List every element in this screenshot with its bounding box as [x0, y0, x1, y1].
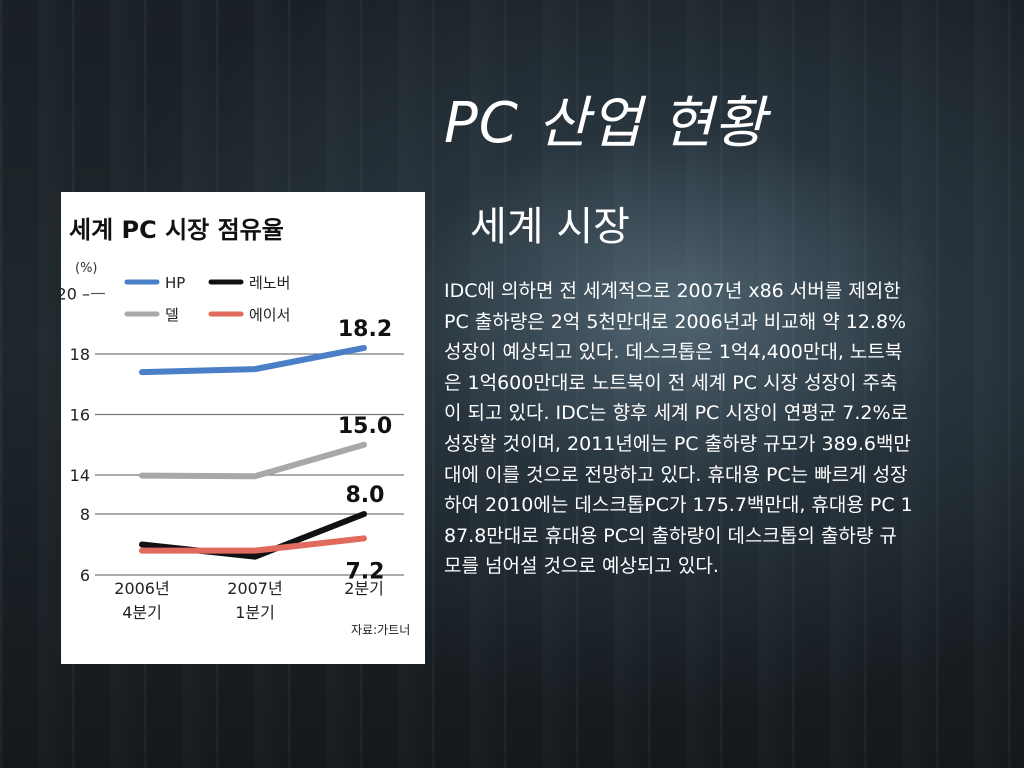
y-tick-label: 8 — [80, 505, 90, 524]
data-point — [254, 556, 256, 558]
slide-body-text: IDC에 의하면 전 세계적으로 2007년 x86 서버를 제외한 PC 출하… — [444, 280, 913, 578]
legend-label: HP — [165, 274, 185, 292]
slide-subtitle: 세계 시장 — [470, 204, 630, 250]
y-tick-label: 16 — [70, 406, 90, 425]
series-end-label: 18.2 — [338, 317, 392, 342]
market-share-chart: 세계 PC 시장 점유율 (%) 자료:가트너 20 – 18 16 14 8 6 HP 레… — [61, 192, 425, 664]
data-point — [363, 347, 365, 349]
chart-svg: 세계 PC 시장 점유율 (%) 자료:가트너 20 – 18 16 14 8 6 HP 레… — [61, 216, 410, 637]
data-point — [141, 550, 143, 552]
end-label-layer: 18.2 15.0 8.0 7.2 — [338, 317, 392, 584]
x-tick-label: 2007년 — [227, 579, 282, 598]
x-tick-label: 4분기 — [122, 603, 162, 622]
data-point — [141, 544, 143, 545]
y-tick-layer: 20 – 18 16 14 8 6 — [61, 285, 90, 586]
x-tick-label: 2006년 — [114, 579, 169, 598]
x-tick-label: 2분기 — [344, 579, 384, 598]
slide-title: PC 산업 현황 — [444, 91, 767, 156]
series-end-label: 7.2 — [346, 559, 385, 584]
chart-source-label: 자료:가트너 — [351, 623, 410, 637]
series-line-1 — [139, 441, 367, 480]
data-point — [254, 475, 256, 477]
data-point — [363, 537, 365, 539]
data-point — [363, 513, 365, 515]
series-end-label: 15.0 — [338, 414, 392, 439]
data-point — [254, 550, 256, 552]
chart-title: 세계 PC 시장 점유율 — [69, 216, 284, 244]
legend-label: 레노버 — [249, 274, 290, 292]
series-layer — [139, 344, 367, 560]
x-tick-layer: 2006년 4분기 2007년 1분기 2분기 — [114, 579, 384, 622]
x-tick-label: 1분기 — [235, 603, 275, 622]
chart-unit-label: (%) — [75, 261, 98, 276]
legend-label: 델 — [165, 306, 179, 324]
y-tick-label: 20 – — [61, 285, 90, 304]
y-tick-label: 14 — [70, 466, 90, 485]
series-end-label: 8.0 — [346, 483, 385, 508]
data-point — [141, 371, 143, 373]
series-line-0 — [139, 344, 367, 376]
y-tick-label: 18 — [70, 345, 90, 364]
data-point — [363, 444, 365, 446]
series-line-3 — [139, 535, 367, 554]
data-point — [254, 368, 256, 370]
y-tick-label: 6 — [80, 566, 90, 585]
data-point — [141, 475, 143, 477]
legend-label: 에이서 — [249, 306, 290, 324]
